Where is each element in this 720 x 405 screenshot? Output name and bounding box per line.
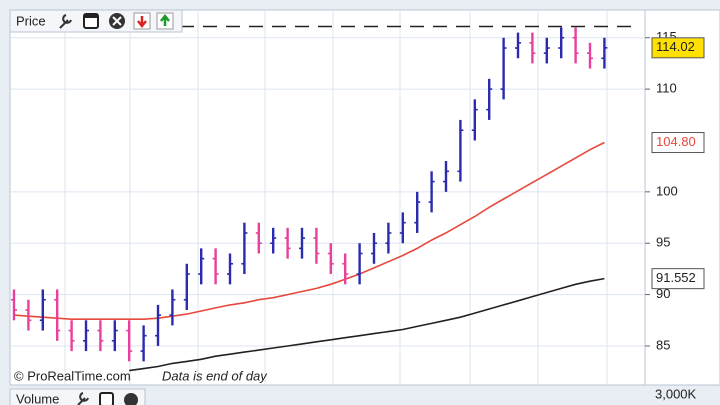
window-icon-bar	[84, 14, 98, 18]
close-icon-x	[112, 16, 122, 26]
last-value-box	[651, 268, 705, 290]
last-value-box	[651, 37, 705, 59]
y-tick-label: 110	[656, 81, 677, 96]
plot-clip	[10, 25, 645, 372]
moving-average-line	[13, 141, 605, 320]
y-tick-label: 100	[656, 183, 678, 198]
note: Data is end of day	[162, 368, 268, 383]
last-value-label: 104.80	[656, 134, 696, 149]
plot-area	[9, 9, 646, 386]
y-tick-label: 90	[656, 286, 670, 301]
volume-tab: Volume	[9, 388, 146, 405]
down-arrow	[137, 16, 147, 29]
settings-icon[interactable]	[77, 392, 89, 405]
settings-icon[interactable]	[59, 14, 72, 29]
window-icon[interactable]	[99, 392, 114, 405]
y-tick-label: 95	[656, 235, 670, 250]
last-value-box	[651, 132, 705, 154]
axis-area	[644, 9, 720, 386]
last-value-label: 114.02	[656, 39, 695, 54]
volume-tick-label: 3,000K	[655, 386, 697, 401]
moving-average-line	[129, 277, 605, 372]
data-layer	[10, 25, 645, 372]
price-tab: Price	[9, 9, 183, 33]
copyright: © ProRealTime.com	[14, 368, 131, 383]
up-arrow	[160, 13, 170, 26]
close-icon[interactable]	[124, 393, 138, 405]
y-tick-label: 85	[656, 337, 670, 352]
vertical-grid	[64, 10, 608, 385]
last-value-label: 91.552	[656, 270, 696, 285]
panel-title: Price	[16, 13, 46, 28]
panel-title: Volume	[16, 391, 59, 405]
